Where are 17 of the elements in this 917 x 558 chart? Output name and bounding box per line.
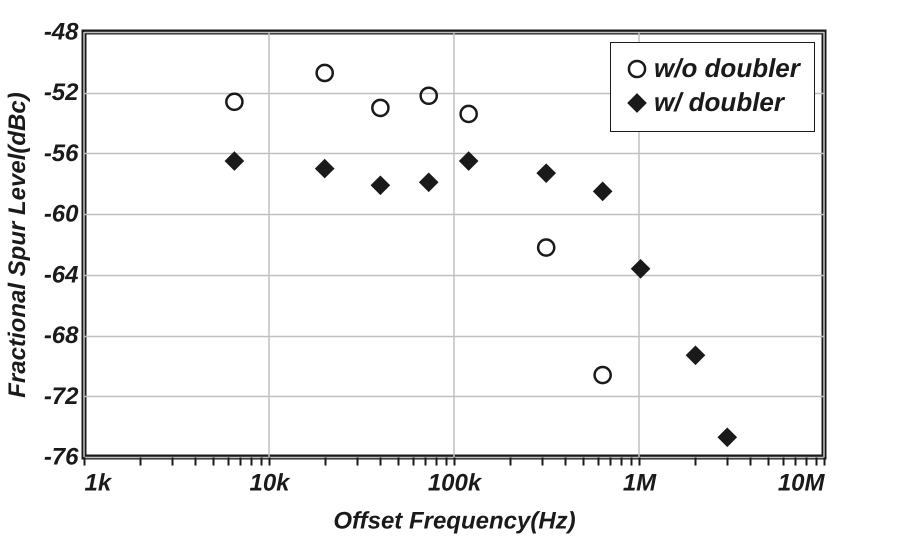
- x-tick-label: 10k: [249, 470, 292, 496]
- x-tick-label: 1M: [622, 470, 658, 496]
- x-axis-title: Offset Frequency(Hz): [333, 508, 576, 534]
- legend-label: w/o doubler: [654, 53, 802, 83]
- y-tick-label: -48: [44, 18, 80, 46]
- y-axis-title: Fractional Spur Level(dBc): [4, 92, 31, 398]
- y-tick-label: -56: [44, 140, 80, 167]
- x-tick-label: 1k: [84, 470, 113, 496]
- y-tick-label: -64: [44, 261, 78, 288]
- y-tick-label: -60: [44, 200, 80, 228]
- x-tick-label: 100k: [428, 470, 483, 496]
- y-tick-label: -76: [44, 444, 80, 470]
- y-tick-label: -72: [44, 382, 80, 410]
- y-tick-label: -68: [44, 322, 80, 350]
- legend-label: w/ doubler: [654, 87, 786, 117]
- y-tick-label: -52: [44, 79, 80, 106]
- x-tick-label: 10M: [778, 470, 826, 496]
